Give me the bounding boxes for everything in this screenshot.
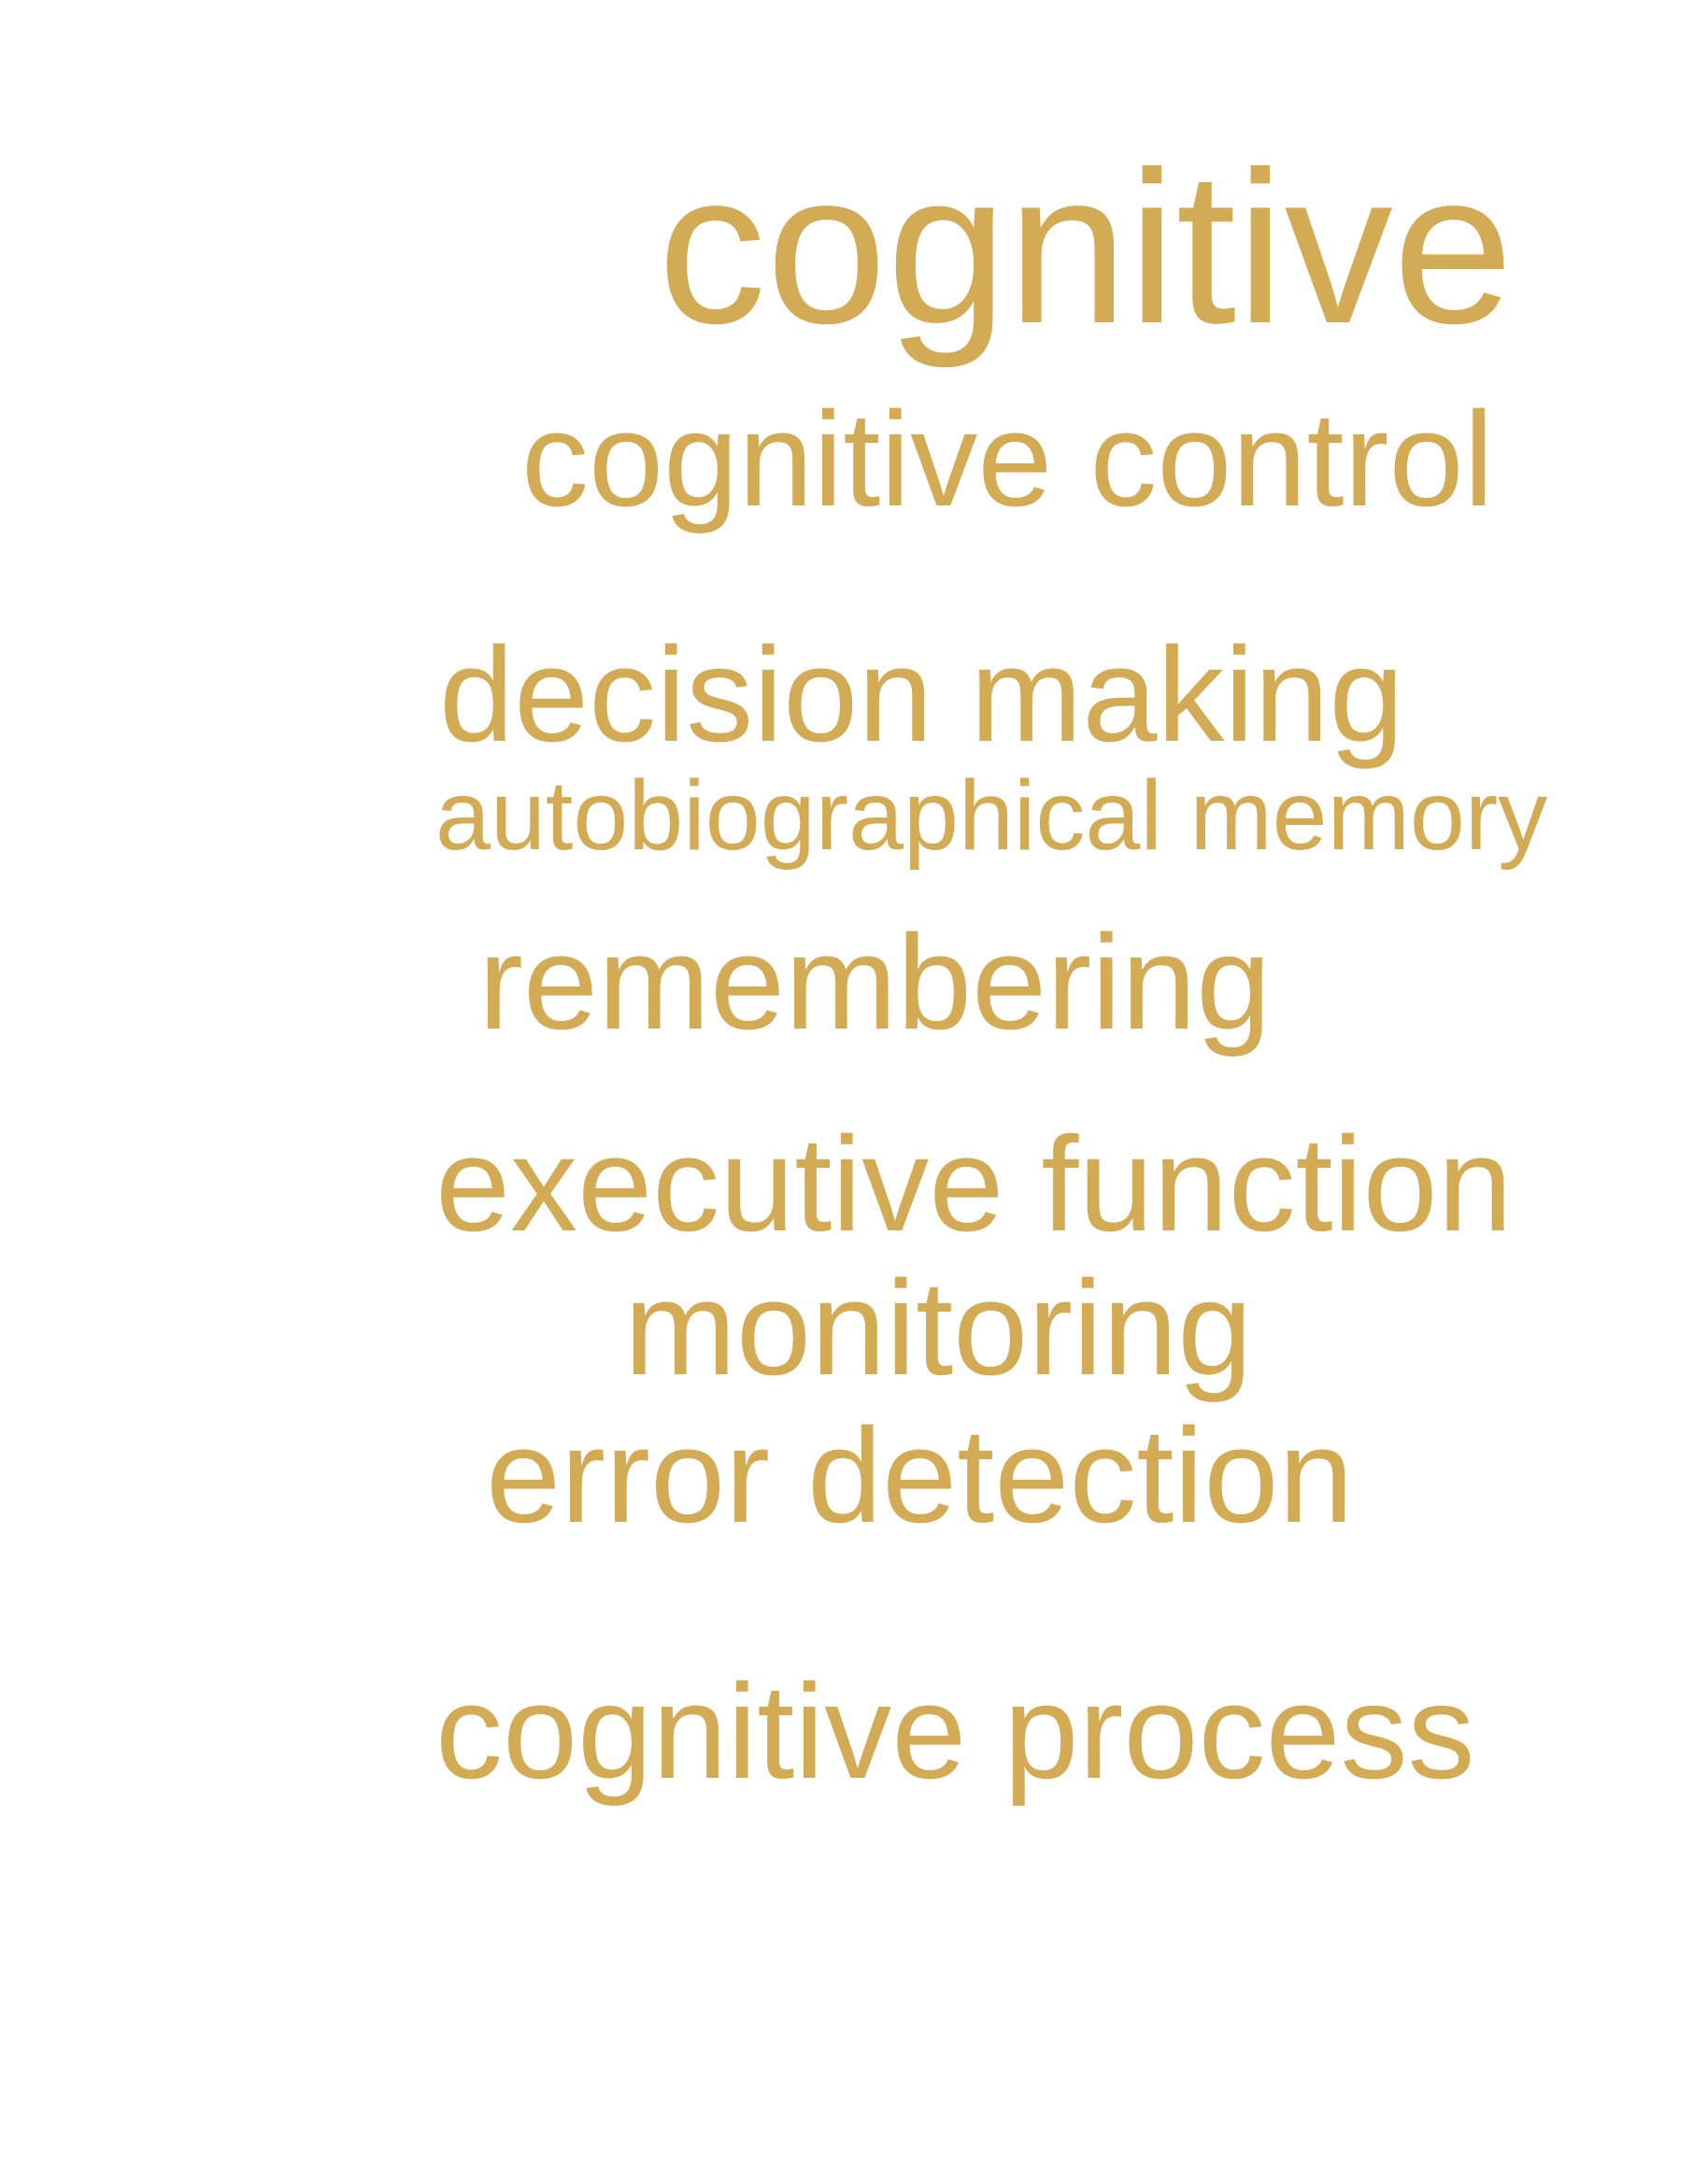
term-remembering: remembering (478, 907, 1272, 1058)
term-error-detection: error detection (486, 1400, 1354, 1551)
term-executive-function: executive function (435, 1109, 1513, 1259)
term-cognitive-process: cognitive process (435, 1656, 1475, 1807)
term-decision-making: decision making (439, 619, 1404, 770)
term-autobiographical-memory: autobiographical memory (435, 760, 1548, 871)
term-cognitive-control: cognitive control (521, 384, 1494, 534)
term-monitoring: monitoring (624, 1253, 1253, 1403)
term-cognitive: cognitive (658, 127, 1514, 369)
